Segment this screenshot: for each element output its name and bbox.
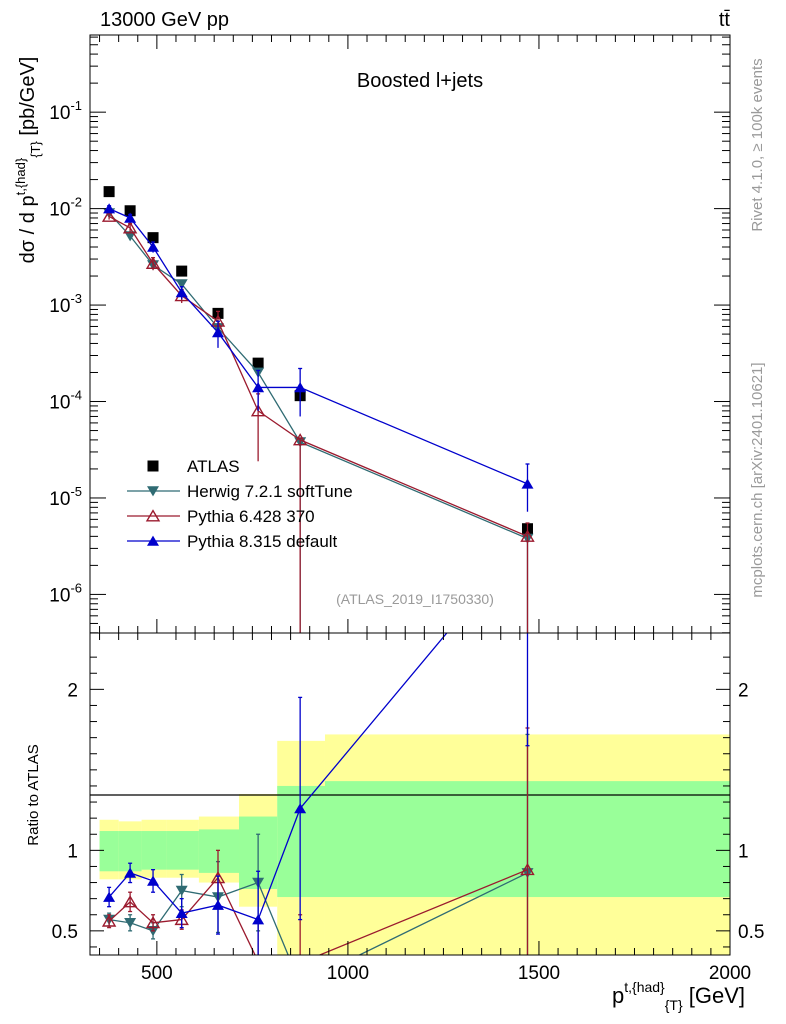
ratio-y-tick-label: 1	[67, 841, 78, 862]
ratio-point	[294, 803, 307, 814]
data-point	[175, 279, 188, 290]
legend-label: Herwig 7.2.1 softTune	[187, 482, 353, 501]
ratio-panel-frame	[89, 632, 731, 956]
data-point	[147, 232, 159, 244]
ratio-series-line	[109, 872, 528, 955]
ratio-y-tick-label-right: 0.5	[738, 922, 764, 943]
ratio-point	[101, 914, 117, 927]
ratio-point	[103, 891, 116, 902]
legend-marker	[145, 509, 161, 522]
uncertainty-band-inner	[166, 831, 199, 870]
y-axis-label: dσ / d pt,{had}{T} [pb/GeV]	[13, 57, 43, 264]
data-point	[252, 382, 265, 393]
data-point	[252, 357, 264, 369]
data-point	[101, 209, 117, 222]
legend-label: Pythia 6.428 370	[187, 507, 315, 526]
legend-marker	[147, 486, 159, 497]
x-tick-label: 2000	[709, 963, 751, 984]
x-tick-label: 500	[141, 963, 173, 984]
ratio-point	[212, 899, 224, 910]
chart-title: Boosted l+jets	[357, 70, 483, 92]
y-tick-label: 10-4	[49, 388, 82, 414]
ratio-point	[145, 916, 161, 929]
rivet-label: Rivet 4.1.0, ≥ 100k events	[749, 58, 766, 231]
data-point	[521, 478, 534, 489]
series-1	[103, 208, 534, 633]
ratio-point	[252, 914, 265, 925]
energy-label: 13000 GeV pp	[100, 9, 229, 31]
series-line	[108, 212, 528, 540]
ratio-point	[147, 875, 160, 886]
main-panel-frame	[89, 34, 731, 634]
main-panel: 10-610-510-410-310-210-1 Boosted l+jets …	[13, 34, 731, 634]
ratio-series-line	[108, 869, 528, 955]
data-point	[145, 256, 161, 269]
x-axis-label: pt,{had}{T} [GeV]	[612, 979, 745, 1013]
ratio-point	[257, 954, 259, 955]
y-tick-label: 10-2	[49, 195, 82, 221]
legend: ATLAS Herwig 7.2.1 softTune Pythia 6.428 3…	[127, 457, 353, 551]
process-label: tt̄	[719, 9, 731, 31]
legend-marker	[147, 535, 159, 546]
data-point	[122, 221, 138, 234]
series-line	[108, 208, 528, 485]
ratio-y-axis-label: Ratio to ATLAS	[25, 744, 42, 845]
data-point	[294, 382, 307, 393]
uncertainty-band-inner	[99, 831, 119, 872]
x-tick-label: 1500	[518, 963, 560, 984]
data-point	[250, 404, 266, 417]
legend-marker	[147, 460, 159, 472]
y-tick-label: 10-5	[49, 484, 82, 510]
analysis-id: (ATLAS_2019_I1750330)	[336, 591, 494, 607]
ratio-point	[520, 862, 535, 876]
ratio-series-2	[103, 633, 530, 955]
ratio-point	[175, 885, 188, 896]
data-point	[124, 205, 136, 217]
ratio-point	[294, 979, 306, 989]
data-point	[176, 265, 188, 277]
y-tick-label: 10-1	[49, 98, 82, 124]
data-point	[147, 241, 160, 252]
series-3	[103, 203, 534, 512]
y-tick-label: 10-6	[49, 580, 82, 606]
uncertainty-band-inner	[141, 831, 167, 870]
data-point	[124, 212, 137, 223]
ratio-point	[175, 907, 188, 918]
legend-label: Pythia 8.315 default	[187, 532, 338, 551]
data-point	[175, 287, 188, 298]
ratio-y-tick-label: 2	[67, 680, 78, 701]
data-point	[212, 327, 224, 338]
ratio-point	[124, 918, 137, 929]
legend-label: ATLAS	[187, 457, 240, 476]
ratio-y-tick-label-right: 1	[738, 841, 749, 862]
ratio-y-tick-label-right: 2	[738, 680, 749, 701]
data-point	[292, 433, 308, 446]
series-line	[108, 215, 528, 537]
data-point	[103, 203, 116, 214]
ratio-point	[294, 958, 306, 968]
series-2	[101, 209, 535, 633]
data-point	[520, 529, 535, 542]
x-tick-label: 1000	[327, 963, 369, 984]
ratio-point	[122, 895, 138, 908]
y-tick-label: 10-3	[49, 291, 82, 317]
ratio-panel: 500 1000 1500 2000 0.5 0.5 1 1 2 2 Ratio to ATLAS	[25, 632, 764, 989]
ratio-point	[124, 867, 137, 878]
uncertainty-band-inner	[118, 831, 142, 872]
uncertainty-band-inner	[277, 785, 325, 898]
uncertainty-band-inner	[198, 829, 240, 873]
site-label: mcplots.cern.ch [arXiv:2401.10621]	[749, 362, 766, 597]
ratio-y-tick-label: 0.5	[52, 922, 78, 943]
data-point	[103, 186, 115, 198]
